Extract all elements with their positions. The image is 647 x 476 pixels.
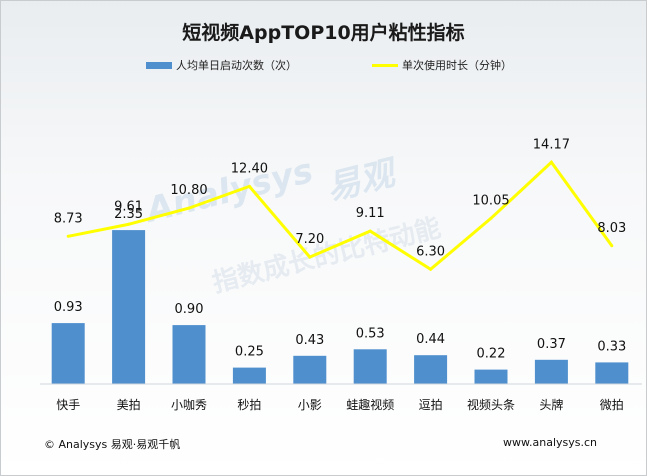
x-tick-label: 秒拍 (237, 397, 261, 412)
watermark: Analysys 易观 指数成长的比特动能 (140, 151, 444, 299)
watermark-brand-cn: 易观 (323, 152, 404, 208)
footer-website: www.analysys.cn (503, 436, 597, 449)
legend-label-line: 单次使用时长（分钟） (402, 58, 512, 72)
chart-title: 短视频AppTOP10用户粘性指标 (182, 21, 464, 44)
bar-value-label: 0.37 (537, 337, 566, 352)
line-value-label: 9.11 (356, 206, 385, 221)
footer-source: © Analysys 易观·易观千帆 (44, 438, 181, 451)
bar-series (51, 230, 629, 385)
x-tick-label: 头牌 (539, 398, 563, 412)
bar-value-label: 2.35 (114, 207, 143, 222)
bar-value-label: 0.90 (175, 302, 204, 317)
line-value-label: 14.17 (533, 137, 570, 152)
x-tick-label: 逗拍 (419, 397, 443, 412)
legend: 人均单日启动次数（次） 单次使用时长（分钟） (146, 58, 512, 72)
bar-7 (414, 355, 448, 384)
bar-value-label: 0.53 (356, 326, 385, 341)
bar-2 (112, 230, 146, 384)
line-value-label: 10.80 (170, 183, 207, 198)
bar-10 (595, 362, 629, 384)
category-labels: 快手 美拍 小咖秀 秒拍 小影 蛙趣视频 逗拍 视频头条 头牌 微拍 (56, 397, 624, 412)
line-point-9 (549, 160, 553, 164)
bar-value-label: 0.44 (416, 332, 445, 347)
line-value-label: 7.20 (295, 232, 324, 247)
x-tick-label: 快手 (56, 398, 80, 412)
line-value-label: 10.05 (472, 193, 509, 208)
x-tick-label: 微拍 (600, 397, 624, 412)
line-value-label: 8.73 (54, 211, 83, 226)
bar-8 (474, 369, 508, 384)
x-tick-label: 小影 (298, 398, 322, 412)
legend-label-bar: 人均单日启动次数（次） (176, 58, 297, 72)
x-tick-label: 小咖秀 (171, 397, 207, 412)
line-point-5 (308, 255, 312, 259)
x-tick-label: 美拍 (117, 397, 141, 412)
line-point-1 (66, 234, 70, 238)
x-tick-label: 视频头条 (467, 397, 515, 412)
line-value-label: 12.40 (231, 161, 268, 176)
bar-value-label: 0.43 (295, 333, 324, 348)
line-point-10 (610, 244, 614, 248)
line-value-label: 8.03 (597, 221, 626, 236)
line-point-3 (187, 206, 191, 210)
bar-value-label: 0.33 (597, 339, 626, 354)
bar-value-label: 0.22 (477, 347, 506, 362)
bar-5 (293, 355, 327, 384)
bar-value-label: 0.25 (235, 345, 264, 360)
bar-1 (51, 323, 85, 384)
x-tick-label: 蛙趣视频 (346, 397, 394, 412)
bar-9 (534, 359, 568, 384)
bar-value-label: 0.93 (54, 300, 83, 315)
line-value-label: 6.30 (416, 244, 445, 259)
line-point-8 (489, 216, 493, 220)
line-path (67, 160, 614, 272)
line-point-4 (247, 184, 251, 188)
legend-swatch-bar (146, 62, 172, 69)
line-point-2 (127, 222, 131, 226)
data-labels: 0.93 2.35 0.90 0.25 0.43 0.53 0.44 0.22 0.37 0.33… (54, 137, 627, 361)
bar-3 (172, 325, 206, 385)
bar-6 (353, 349, 387, 384)
watermark-brand-en: Analysys (140, 151, 317, 232)
bar-4 (232, 367, 266, 384)
line-point-7 (429, 267, 433, 271)
line-point-6 (368, 229, 372, 233)
line-series (66, 160, 614, 272)
line-value-label: 9.61 (114, 199, 143, 214)
